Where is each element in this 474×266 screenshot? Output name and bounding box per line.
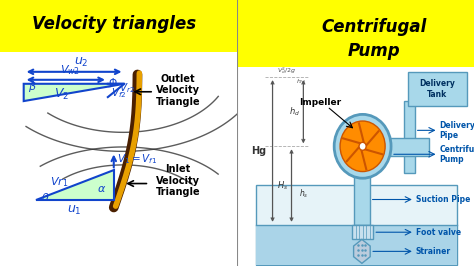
Text: $h_s$: $h_s$	[299, 187, 308, 200]
Bar	[237, 66, 474, 266]
Text: $\theta$: $\theta$	[41, 191, 49, 203]
Text: $V_1=V_{f1}$: $V_1=V_{f1}$	[118, 153, 158, 167]
Bar	[256, 185, 457, 265]
Polygon shape	[24, 84, 124, 101]
Text: $\alpha$: $\alpha$	[97, 184, 107, 194]
Text: $V_d^2/2g$: $V_d^2/2g$	[277, 65, 296, 76]
Text: Delivery
Pipe: Delivery Pipe	[440, 121, 474, 140]
Text: Impeller: Impeller	[299, 98, 341, 107]
Text: $u_1$: $u_1$	[67, 203, 82, 217]
Text: $Vr_1$: $Vr_1$	[50, 175, 68, 189]
Bar	[404, 101, 415, 173]
Bar	[390, 138, 429, 156]
Text: $h_d$: $h_d$	[289, 106, 300, 118]
Text: Strainer: Strainer	[416, 247, 451, 256]
Text: Velocity triangles: Velocity triangles	[32, 15, 196, 33]
Text: Delivery
Tank: Delivery Tank	[419, 80, 455, 99]
Text: Pump: Pump	[348, 41, 401, 60]
Text: Inlet
Velocity
Triangle: Inlet Velocity Triangle	[155, 164, 200, 197]
Text: Outlet
Velocity
Triangle: Outlet Velocity Triangle	[155, 74, 200, 107]
Polygon shape	[36, 170, 114, 200]
Text: $V_s^2/2g$: $V_s^2/2g$	[277, 255, 296, 266]
Text: $H_s$: $H_s$	[277, 179, 288, 192]
Text: Foot valve: Foot valve	[416, 228, 461, 237]
Circle shape	[340, 121, 385, 172]
Text: $V_{w2}$: $V_{w2}$	[61, 63, 81, 77]
Text: Suction Pipe: Suction Pipe	[416, 195, 470, 204]
Circle shape	[359, 142, 366, 150]
Bar	[237, 0, 474, 66]
Text: $\beta$: $\beta$	[27, 80, 36, 94]
Bar	[0, 52, 237, 266]
Circle shape	[334, 114, 391, 178]
Text: $u_2$: $u_2$	[74, 56, 89, 69]
Bar	[408, 72, 467, 106]
Bar	[256, 225, 457, 265]
Text: Centrifugal
Pump: Centrifugal Pump	[440, 145, 474, 164]
Text: $V_{f2}$: $V_{f2}$	[111, 86, 127, 100]
Text: $h_{fd}$: $h_{fd}$	[296, 77, 307, 86]
Text: $\Phi$: $\Phi$	[108, 76, 118, 89]
Polygon shape	[354, 239, 370, 263]
Text: Centrifugal: Centrifugal	[322, 18, 427, 36]
Bar	[0, 0, 237, 52]
Text: Hg: Hg	[252, 146, 266, 156]
Text: $V_{r2}$: $V_{r2}$	[118, 81, 135, 95]
Bar	[352, 225, 373, 239]
Bar	[354, 165, 370, 225]
Text: $V_2$: $V_2$	[54, 87, 69, 102]
